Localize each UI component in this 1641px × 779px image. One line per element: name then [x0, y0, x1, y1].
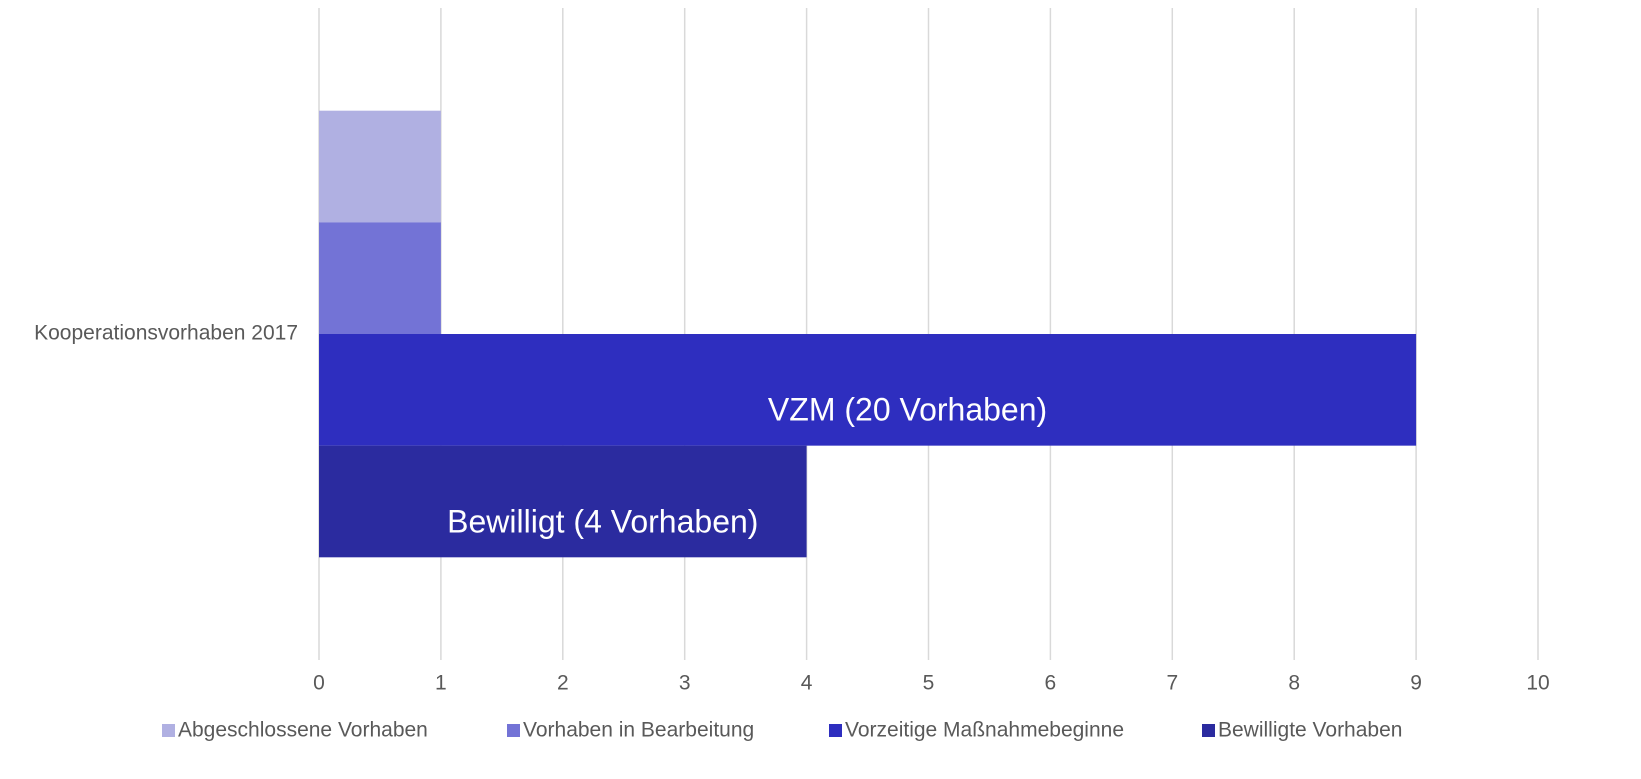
bar: [319, 222, 441, 334]
legend-label: Vorzeitige Maßnahmebeginne: [845, 719, 1124, 742]
legend-swatch: [162, 724, 175, 737]
bar: [319, 334, 1417, 446]
legend-label: Abgeschlossene Vorhaben: [178, 719, 428, 742]
x-tick-label: 3: [679, 672, 691, 695]
x-tick-label: 2: [557, 672, 569, 695]
x-tick-label: 0: [313, 672, 325, 695]
bar: [319, 110, 441, 223]
legend-swatch: [829, 724, 842, 737]
x-tick-label: 9: [1410, 672, 1422, 695]
x-tick-label: 5: [923, 672, 935, 695]
bar-annotation: Bewilligt (4 Vorhaben): [447, 503, 758, 539]
legend-label: Bewilligte Vorhaben: [1218, 719, 1402, 742]
x-tick-label: 10: [1526, 672, 1549, 695]
legend-swatch: [507, 724, 520, 737]
legend-label: Vorhaben in Bearbeitung: [523, 719, 754, 742]
legend-swatch: [1202, 724, 1215, 737]
x-tick-label: 4: [801, 672, 813, 695]
x-tick-label: 8: [1288, 672, 1300, 695]
y-tick-label: Kooperationsvorhaben 2017: [34, 322, 298, 345]
bar: [319, 445, 807, 558]
bar-annotation: VZM (20 Vorhaben): [768, 392, 1047, 428]
x-tick-label: 1: [435, 672, 447, 695]
x-tick-label: 6: [1045, 672, 1057, 695]
x-tick-label: 7: [1166, 672, 1178, 695]
